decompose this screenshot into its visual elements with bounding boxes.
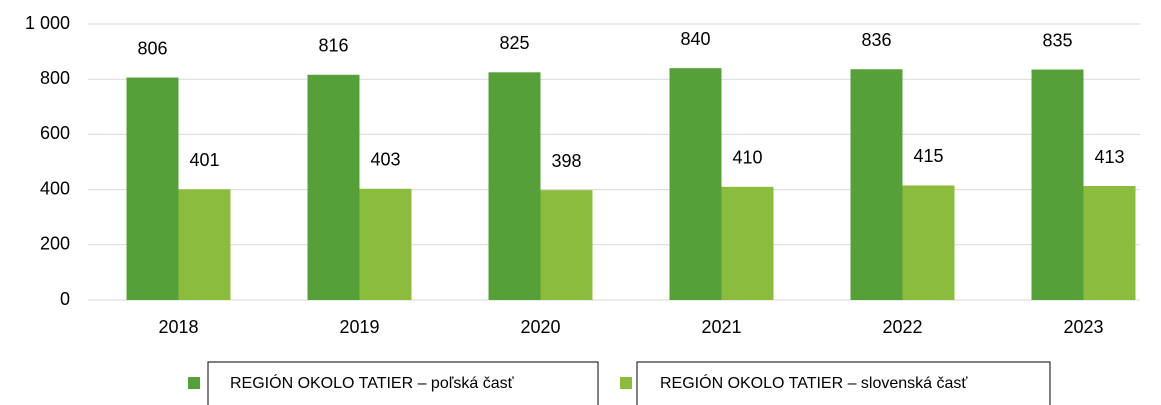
y-tick-label: 600	[40, 123, 70, 143]
y-tick-label: 200	[40, 234, 70, 254]
bar	[902, 185, 955, 300]
data-label: 415	[913, 146, 943, 166]
data-label: 403	[370, 150, 400, 170]
bar	[540, 190, 593, 300]
x-tick-label: 2023	[1063, 317, 1103, 337]
data-label: 806	[137, 38, 167, 58]
data-label: 401	[189, 150, 219, 170]
x-tick-label: 2020	[520, 317, 560, 337]
data-label: 825	[499, 33, 529, 53]
legend-frame	[207, 361, 599, 405]
y-tick-label: 0	[60, 289, 70, 309]
bar	[850, 69, 903, 300]
data-label: 840	[680, 29, 710, 49]
y-tick-label: 800	[40, 68, 70, 88]
bar	[1083, 186, 1136, 300]
y-tick-label: 400	[40, 178, 70, 198]
x-tick-label: 2018	[158, 317, 198, 337]
x-tick-label: 2022	[882, 317, 922, 337]
legend	[207, 361, 1051, 405]
bar	[721, 186, 774, 300]
bar	[178, 189, 231, 300]
y-tick-label: 1 000	[25, 13, 70, 33]
legend-swatch	[188, 377, 200, 389]
bar	[669, 68, 722, 300]
bar	[359, 188, 412, 300]
bar	[126, 77, 179, 300]
data-label: 816	[318, 36, 348, 56]
bar	[307, 74, 360, 300]
data-label: 413	[1094, 147, 1124, 167]
bar	[1031, 69, 1084, 300]
legend-label: REGIÓN OKOLO TATIER – slovenská časť	[660, 373, 968, 392]
data-label: 410	[732, 148, 762, 168]
legend-swatch	[620, 377, 632, 389]
x-tick-label: 2021	[701, 317, 741, 337]
data-label: 835	[1042, 30, 1072, 50]
legend-frame	[636, 361, 1051, 405]
data-label: 398	[551, 151, 581, 171]
x-tick-label: 2019	[339, 317, 379, 337]
bar	[488, 72, 541, 300]
data-label: 836	[861, 30, 891, 50]
legend-label: REGIÓN OKOLO TATIER – poľská časť	[230, 373, 515, 392]
